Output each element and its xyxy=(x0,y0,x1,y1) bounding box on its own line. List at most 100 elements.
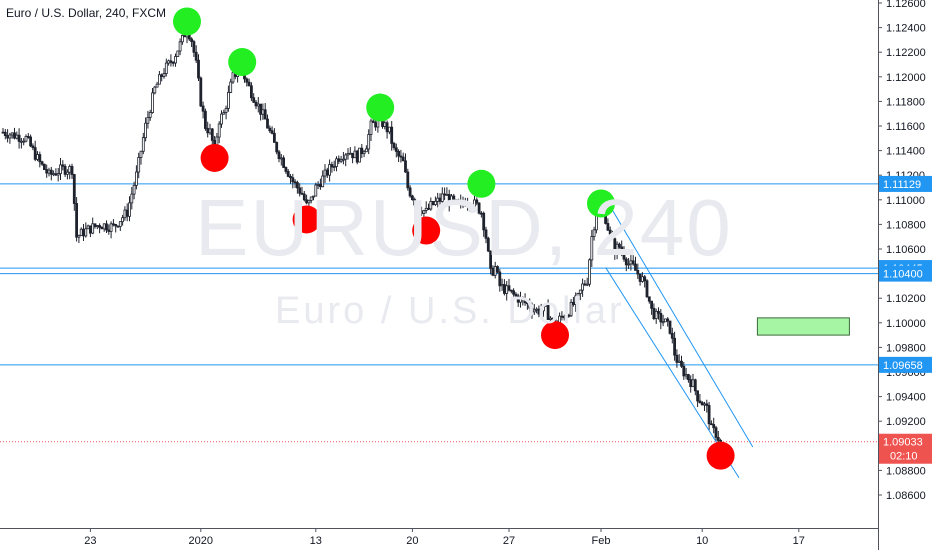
candle-down xyxy=(72,174,76,204)
candle-up xyxy=(369,120,373,135)
candle-up xyxy=(654,310,658,319)
candle-down xyxy=(716,437,720,441)
candle-down xyxy=(404,160,407,173)
swing-low-marker xyxy=(706,441,735,470)
candle-down xyxy=(107,229,111,232)
candle-up xyxy=(10,132,14,136)
candle-up xyxy=(102,223,106,230)
candle-up xyxy=(539,310,543,315)
candle-up xyxy=(677,360,681,363)
candle-down xyxy=(413,199,417,206)
candle-down xyxy=(650,300,653,309)
candle-up xyxy=(68,166,72,173)
candle-up xyxy=(261,109,265,115)
candle-up xyxy=(79,228,83,236)
candle-down xyxy=(272,132,276,143)
candle-down xyxy=(337,158,341,162)
candle-up xyxy=(615,243,619,254)
candle-down xyxy=(489,250,493,269)
candle-down xyxy=(93,223,97,227)
candle-up xyxy=(77,235,81,238)
candle-down xyxy=(40,161,44,165)
candle-up xyxy=(164,62,168,75)
last-price-label: 1.09033 xyxy=(883,437,923,449)
price-tick-label: 1.08800 xyxy=(886,465,926,477)
candle-up xyxy=(121,217,124,223)
time-tick-label: 23 xyxy=(84,535,96,547)
candle-up xyxy=(132,184,136,195)
candle-up xyxy=(588,259,591,285)
candle-up xyxy=(339,159,343,162)
candle-down xyxy=(70,166,74,175)
candle-down xyxy=(689,379,693,388)
price-level-badge xyxy=(879,265,932,282)
candle-down xyxy=(17,134,21,142)
candle-down xyxy=(507,285,511,291)
candle-down xyxy=(606,223,610,231)
candle-down xyxy=(277,151,281,159)
candle-up xyxy=(153,86,157,94)
candle-down xyxy=(668,320,672,334)
candle-down xyxy=(61,164,65,167)
candle-down xyxy=(705,403,709,406)
candle-up xyxy=(532,309,536,313)
time-tick-label: 27 xyxy=(503,535,515,547)
candle-up xyxy=(519,297,522,303)
candle-up xyxy=(36,154,39,160)
candle-down xyxy=(192,41,196,53)
candle-up xyxy=(155,83,159,88)
candle-up xyxy=(542,305,545,312)
candle-up xyxy=(344,154,348,160)
candle-down xyxy=(682,365,686,377)
candle-up xyxy=(661,321,665,324)
candle-down xyxy=(666,318,670,322)
candle-up xyxy=(429,201,433,210)
candle-up xyxy=(128,202,131,217)
candle-up xyxy=(440,193,444,202)
candle-down xyxy=(100,226,104,230)
candle-up xyxy=(52,173,55,176)
candle-down xyxy=(289,176,292,179)
candle-up xyxy=(176,50,180,57)
candle-up xyxy=(174,56,177,64)
candle-up xyxy=(592,229,596,237)
price-tick-label: 1.11000 xyxy=(886,195,925,207)
candle-up xyxy=(574,295,578,306)
candle-up xyxy=(24,135,28,142)
candle-down xyxy=(638,273,642,282)
candle-up xyxy=(335,158,338,167)
candle-down xyxy=(31,145,35,148)
candle-up xyxy=(91,223,95,234)
candle-up xyxy=(353,150,357,159)
candle-down xyxy=(206,128,210,134)
candle-down xyxy=(406,171,410,189)
candle-up xyxy=(139,150,143,158)
candle-down xyxy=(374,122,378,128)
candle-down xyxy=(268,127,272,132)
candle-up xyxy=(19,140,23,143)
candle-down xyxy=(657,310,660,314)
candle-up xyxy=(346,153,350,156)
candle-down xyxy=(484,229,488,239)
candle-up xyxy=(8,134,12,139)
time-tick-label: 13 xyxy=(310,535,322,547)
price-tick-label: 1.12000 xyxy=(886,72,926,84)
candle-down xyxy=(698,400,702,403)
candle-up xyxy=(367,134,371,150)
candle-down xyxy=(63,165,67,175)
candle-down xyxy=(620,246,624,253)
candle-down xyxy=(528,303,532,309)
candle-down xyxy=(355,150,359,163)
candle-down xyxy=(482,212,486,231)
candle-up xyxy=(703,403,706,406)
price-tick-label: 1.10000 xyxy=(886,318,926,330)
candle-down xyxy=(399,155,403,158)
candle-down xyxy=(263,109,267,120)
candle-down xyxy=(282,157,286,168)
candle-down xyxy=(105,223,108,231)
price-tick-label: 1.10200 xyxy=(886,293,926,305)
candle-down xyxy=(397,151,401,157)
chart-title: Euro / U.S. Dollar, 240, FXCM xyxy=(6,6,167,20)
price-tick-label: 1.12200 xyxy=(886,47,926,59)
